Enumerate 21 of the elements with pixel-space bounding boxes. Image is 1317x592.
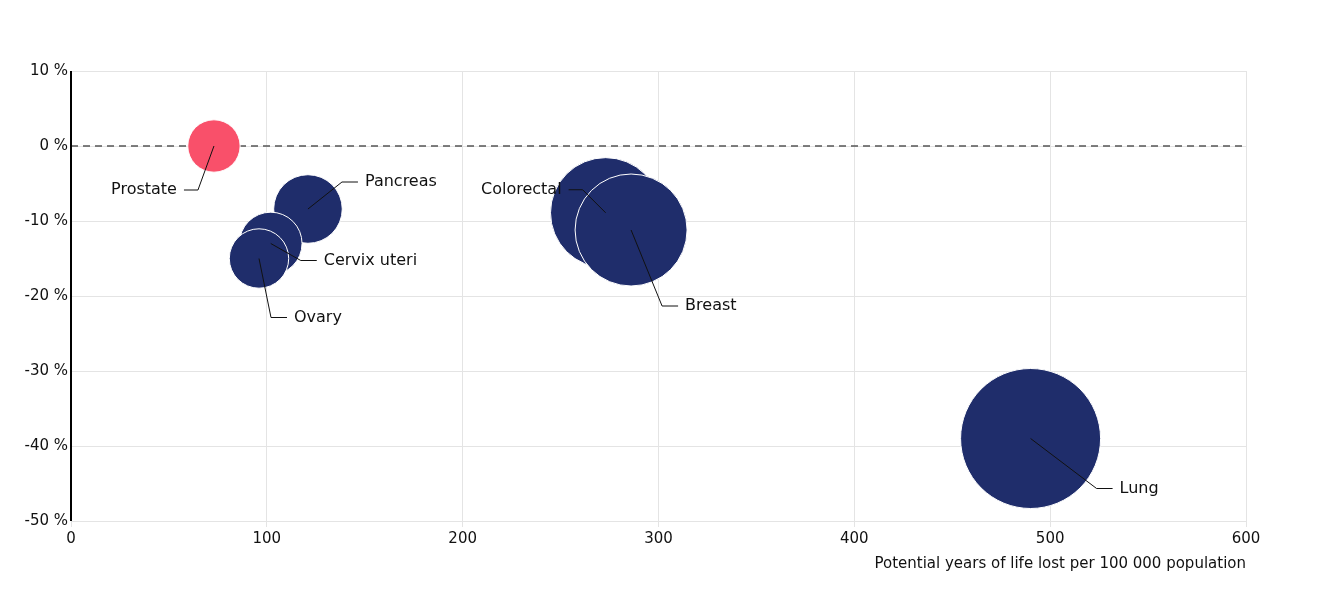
y-tick-label: 10 % xyxy=(29,60,68,79)
y-tick-label: -20 % xyxy=(24,285,68,304)
y-tick-label: -10 % xyxy=(24,210,68,229)
series-label: Pancreas xyxy=(364,171,437,191)
series-label: Lung xyxy=(1119,477,1159,497)
series-label: Cervix uteri xyxy=(323,249,418,269)
series-label: Breast xyxy=(685,295,737,315)
x-tick-label: 300 xyxy=(644,528,673,547)
series-label: Ovary xyxy=(294,306,342,326)
y-tick-label: -50 % xyxy=(24,510,68,529)
x-axis-title: Potential years of life lost per 100 000 population xyxy=(874,553,1246,572)
x-tick-label: 400 xyxy=(840,528,869,547)
y-tick-label: -40 % xyxy=(24,435,68,454)
y-tick-label: -30 % xyxy=(24,360,68,379)
y-tick-label: 0 % xyxy=(39,135,68,154)
x-tick-label: 600 xyxy=(1231,528,1261,547)
series-label: Prostate xyxy=(111,179,177,199)
x-tick-label: 200 xyxy=(448,528,477,547)
x-tick-label: 500 xyxy=(1035,528,1065,547)
x-tick-label: 0 xyxy=(66,528,76,547)
x-tick-label: 100 xyxy=(252,528,282,547)
